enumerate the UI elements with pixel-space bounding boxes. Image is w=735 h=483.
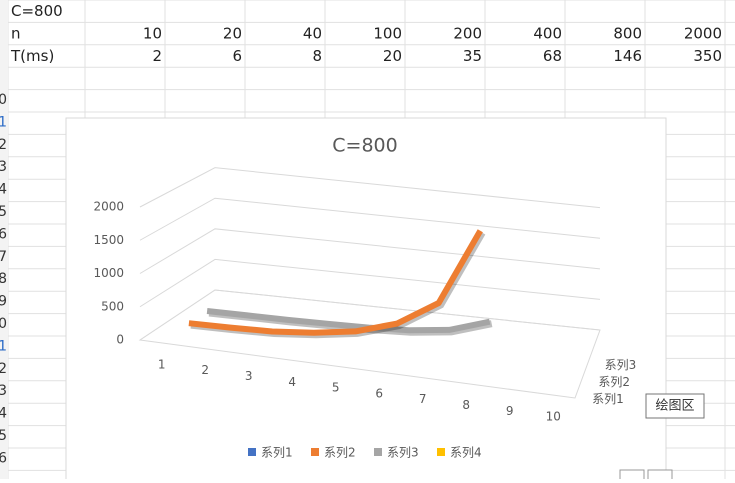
row-number: 15 (0, 204, 7, 220)
legend-label: 系列4 (450, 446, 482, 460)
chart-title: C=800 (332, 135, 397, 157)
x-tick-label: 4 (288, 375, 296, 389)
cell: 100 (373, 24, 402, 42)
cell: 350 (693, 47, 722, 65)
cell: T(ms) (10, 47, 54, 65)
row-number: 24 (0, 406, 7, 422)
cell: 2 (152, 47, 162, 65)
x-tick-label: 7 (419, 392, 427, 406)
grid-line (139, 228, 601, 274)
cell: 2000 (684, 24, 722, 42)
series-line (206, 308, 491, 334)
row-header (0, 0, 8, 479)
row-number: 26 (0, 450, 7, 466)
row-number: 19 (0, 294, 7, 310)
tooltip-box (645, 393, 705, 419)
cell: n (11, 24, 21, 42)
x-tick-label: 6 (375, 386, 383, 400)
row-number: 18 (0, 271, 7, 287)
legend-swatch (311, 448, 319, 456)
chart-area[interactable] (65, 117, 667, 483)
cell: 10 (143, 24, 162, 42)
tooltip: 绘图区 (655, 399, 694, 414)
row-number: 21 (0, 338, 7, 354)
x-tick-label: 8 (462, 398, 470, 412)
row-number: 16 (0, 226, 7, 242)
chart: C=800 0 500 1000 1500 2000 1 2 3 4 5 6 7 8 9 10 系列1 系列2 系… (93, 135, 636, 460)
y-tick-label: 0 (116, 333, 124, 347)
row-number: 23 (0, 383, 7, 399)
legend-label: 系列2 (324, 446, 356, 460)
y-tick-label: 1000 (93, 266, 124, 280)
row-number: 13 (0, 159, 7, 175)
depth-label: 系列1 (592, 392, 624, 406)
x-tick-label: 1 (158, 357, 166, 371)
x-tick-label: 9 (506, 404, 514, 418)
cell: 40 (303, 24, 322, 42)
x-tick-label: 5 (332, 381, 340, 395)
row-number: 17 (0, 249, 7, 265)
cell: 20 (223, 24, 242, 42)
row-number: 14 (0, 182, 7, 198)
row-number: 11 (0, 114, 7, 130)
cell: C=800 (11, 2, 63, 20)
x-tick-label: 3 (245, 369, 253, 383)
grid-line (139, 167, 601, 209)
y-tick-label: 500 (101, 299, 124, 313)
cell: 35 (463, 47, 482, 65)
cell: 146 (613, 47, 642, 65)
cell: 800 (613, 24, 642, 42)
cell: 8 (312, 47, 322, 65)
y-tick-label: 2000 (93, 200, 124, 214)
cell: 6 (232, 47, 242, 65)
series-line (188, 229, 483, 336)
legend-swatch (374, 448, 382, 456)
legend-swatch (437, 448, 445, 456)
row-number: 20 (0, 316, 7, 332)
cell: 20 (383, 47, 402, 65)
row-number: 22 (0, 361, 7, 377)
grid-line (139, 289, 601, 341)
cell: 400 (533, 24, 562, 42)
row-number: 10 (0, 92, 7, 108)
x-tick-label: 10 (546, 410, 561, 424)
chart-button[interactable] (647, 469, 673, 483)
y-tick-label: 1500 (93, 233, 124, 247)
row-number: 12 (0, 137, 7, 153)
cell: 68 (543, 47, 562, 65)
grid-line (139, 197, 601, 241)
legend-label: 系列1 (261, 446, 293, 460)
grid-line (139, 258, 601, 308)
chart-button[interactable] (619, 469, 645, 483)
cell: 200 (453, 24, 482, 42)
row-number: 25 (0, 428, 7, 444)
legend-label: 系列3 (387, 446, 419, 460)
legend-swatch (248, 448, 256, 456)
depth-label: 系列2 (598, 375, 630, 389)
x-tick-label: 2 (201, 363, 209, 377)
depth-label: 系列3 (605, 358, 637, 372)
